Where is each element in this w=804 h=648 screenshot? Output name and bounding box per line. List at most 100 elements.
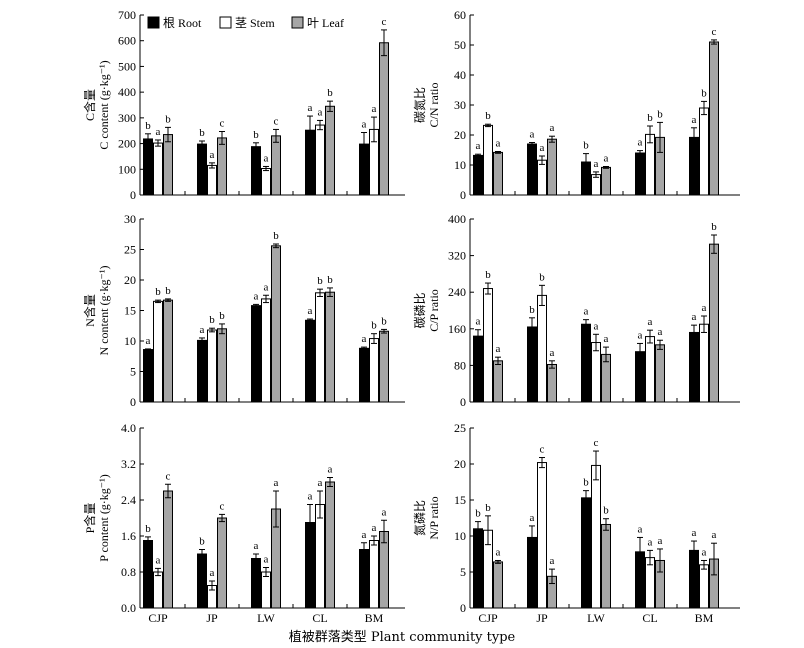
bar [473,528,483,609]
significance-letter: b [165,113,171,125]
y-tick-label: 3.2 [121,457,136,471]
significance-letter: b [273,230,279,242]
significance-letter: a [594,158,599,170]
significance-letter: a [604,333,609,345]
bar [271,135,281,196]
y-tick-label: 500 [118,59,136,73]
bar [699,323,709,403]
significance-letter: b [165,285,171,297]
significance-letter: a [638,329,643,341]
significance-letter: a [156,554,161,566]
bar [163,490,173,609]
x-tick-label: JP [206,611,218,625]
y-tick-label: 0 [460,188,466,202]
bar [143,138,153,196]
bar [153,300,163,403]
significance-letter: b [603,505,609,517]
bar [251,558,261,609]
x-tick-label: CL [642,611,657,625]
bar [251,305,261,403]
significance-letter: b [145,120,151,132]
bar [537,159,547,196]
bar [261,571,271,609]
significance-letter: a [658,326,663,338]
significance-letter: a [200,324,205,336]
y-tick-label: 20 [124,273,136,287]
bar [163,134,173,196]
bar [547,363,557,403]
legend-swatch [147,16,160,29]
significance-letter: b [529,304,535,316]
bar [581,497,591,609]
bar [591,342,601,403]
significance-letter: c [594,437,599,449]
bar [483,288,493,403]
significance-letter: b [583,140,589,152]
significance-letter: a [254,290,259,302]
y-tick-label: 2.4 [121,493,136,507]
bar [379,330,389,403]
bar [359,549,369,609]
significance-letter: a [328,464,333,476]
significance-letter: b [381,315,387,327]
significance-letter: c [220,500,225,512]
y-tick-label: 200 [118,137,136,151]
y-tick-label: 100 [118,162,136,176]
significance-letter: a [318,106,323,118]
x-tick-label: CL [312,611,327,625]
significance-letter: a [318,477,323,489]
significance-letter: a [692,114,697,126]
significance-letter: a [476,140,481,152]
y-tick-label: 15 [124,304,136,318]
bar [547,138,557,196]
significance-letter: a [146,335,151,347]
significance-letter: b [701,87,707,99]
y-tick-label: 400 [448,212,466,226]
legend-label: 茎 Stem [235,16,275,30]
x-tick-label: LW [587,611,605,625]
significance-letter: b [485,502,491,514]
significance-letter: b [145,523,151,535]
y-tick-label: 0 [130,395,136,409]
significance-letter: a [382,506,387,518]
significance-letter: c [220,117,225,129]
bar [493,360,503,403]
significance-letter: a [550,122,555,134]
significance-letter: a [658,535,663,547]
y-axis-title-cn: C含量 [82,89,97,121]
legend-swatch [291,16,304,29]
significance-letter: b [647,112,653,124]
x-tick-label: CJP [478,611,498,625]
significance-letter: a [550,555,555,567]
y-axis-title-en: P content (g·kg⁻¹) [97,474,111,561]
y-tick-label: 400 [118,85,136,99]
bar [207,329,217,403]
bar [261,168,271,196]
bar [537,294,547,403]
significance-letter: b [485,110,491,122]
y-tick-label: 0 [460,601,466,615]
bar [325,481,335,609]
y-tick-label: 25 [124,243,136,257]
bar [153,142,163,196]
y-axis-title-cn: 碳氮比 [412,87,427,123]
bar [305,319,315,403]
bar [197,553,207,609]
significance-letter: a [362,529,367,541]
significance-letter: c [274,115,279,127]
significance-letter: a [604,153,609,165]
x-tick-label: BM [365,611,384,625]
significance-letter: a [638,523,643,535]
y-tick-label: 0 [130,188,136,202]
y-tick-label: 30 [124,212,136,226]
significance-letter: c [166,470,171,482]
significance-letter: a [362,333,367,345]
x-tick-label: CJP [148,611,168,625]
y-tick-label: 0.8 [121,565,136,579]
bar [251,146,261,196]
bar [207,164,217,196]
bar [153,571,163,609]
x-tick-label: BM [695,611,714,625]
y-axis-title-en: C/N ratio [427,83,441,128]
